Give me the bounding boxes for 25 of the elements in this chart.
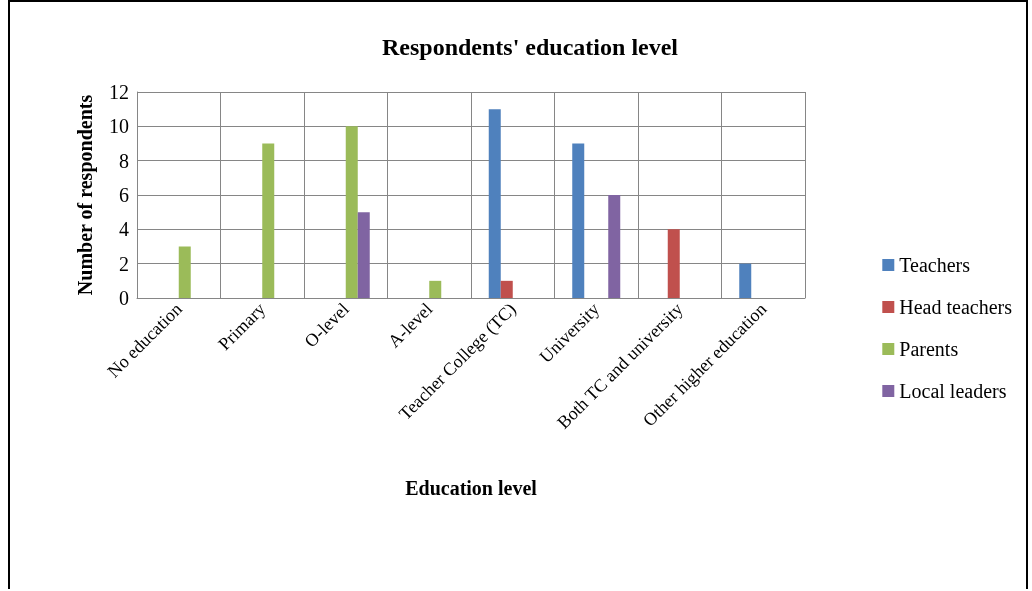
bar (572, 143, 585, 298)
y-tick-label: 0 (119, 287, 129, 309)
legend-label: Head teachers (899, 296, 1013, 318)
bar (178, 246, 191, 298)
y-tick-label: 2 (119, 252, 129, 275)
y-tick-label: 12 (109, 81, 129, 103)
y-tick-label: 6 (119, 184, 129, 206)
y-axis-title: Number of respondents (74, 94, 97, 296)
bar (429, 280, 442, 298)
chart-title: Respondents' education level (381, 34, 679, 60)
bar (357, 212, 370, 298)
y-tick-label: 10 (109, 115, 129, 138)
legend-label: Parents (899, 338, 959, 360)
bar (262, 143, 275, 298)
bar (500, 280, 513, 298)
y-tick-label: 8 (119, 149, 129, 172)
y-tick-label: 4 (119, 218, 129, 241)
bar (667, 229, 680, 298)
bar (739, 263, 752, 298)
bar (608, 195, 621, 298)
legend-label: Teachers (899, 254, 971, 276)
x-axis-title: Education level (405, 477, 538, 499)
bar (345, 126, 358, 298)
legend-label: Local leaders (899, 380, 1007, 402)
bar (488, 109, 501, 298)
